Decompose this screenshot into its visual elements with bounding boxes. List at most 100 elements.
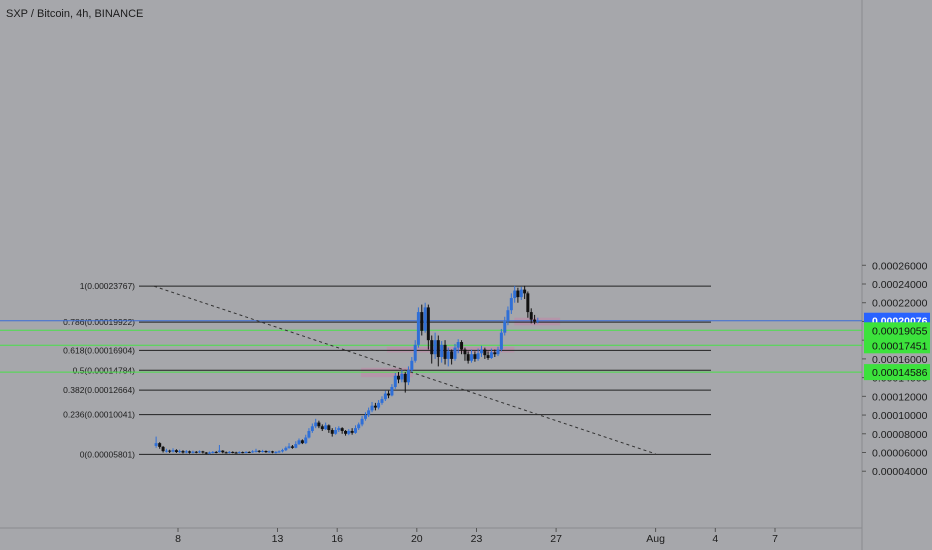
- y-tick-label: 0.00008000: [872, 429, 928, 441]
- candle-down: [483, 349, 487, 356]
- candle-up: [304, 437, 308, 444]
- candle-down: [168, 450, 172, 452]
- candle-up: [171, 450, 175, 452]
- x-tick-label: Aug: [646, 533, 665, 545]
- fib-level-label: 0.236(0.00010041): [63, 410, 135, 420]
- chart-title: SXP / Bitcoin, 4h, BINANCE: [6, 8, 144, 20]
- x-tick-label: 4: [712, 533, 718, 545]
- support-value: 0.00019055: [872, 325, 928, 337]
- candle-down: [350, 430, 354, 433]
- candle-up: [383, 393, 387, 400]
- candle-up: [261, 451, 265, 453]
- candle-up: [334, 430, 338, 434]
- candle-down: [290, 446, 294, 448]
- candle-down: [188, 451, 192, 453]
- candle-up: [357, 424, 361, 429]
- candle-down: [221, 450, 225, 453]
- candle-up: [370, 405, 374, 411]
- y-tick-label: 0.00012000: [872, 391, 928, 403]
- candle-up: [506, 310, 510, 322]
- candle-down: [460, 342, 464, 350]
- candle-down: [204, 452, 208, 454]
- candle-up: [277, 451, 281, 453]
- candle-up: [237, 452, 241, 454]
- candle-up: [363, 415, 367, 419]
- support-badge: [864, 337, 930, 354]
- candle-up: [310, 426, 314, 431]
- candle-up: [191, 451, 195, 453]
- candle-up: [433, 340, 437, 355]
- x-tick-label: 7: [772, 533, 778, 545]
- x-tick-label: 23: [471, 533, 483, 545]
- candle-up: [440, 344, 444, 358]
- candle-up: [154, 443, 158, 446]
- candle-down: [194, 451, 198, 453]
- candle-up: [470, 354, 474, 361]
- candle-up: [380, 399, 384, 403]
- y-tick-label: 0.00010000: [872, 410, 928, 422]
- candle-up: [456, 342, 460, 348]
- fib-level-label: 0.618(0.00016904): [63, 345, 135, 355]
- fib-level-label: 1(0.00023767): [80, 281, 135, 291]
- candle-down: [161, 446, 165, 452]
- candle-up: [513, 290, 517, 299]
- fib-level-label: 0.382(0.00012664): [63, 385, 135, 395]
- y-tick-label: 0.00026000: [872, 260, 928, 272]
- candle-down: [396, 375, 400, 380]
- candle-up: [207, 452, 211, 454]
- y-tick-label: 0.00016000: [872, 354, 928, 366]
- candle-down: [174, 450, 178, 453]
- candle-up: [254, 450, 258, 452]
- candle-up: [496, 349, 500, 355]
- candle-up: [227, 451, 231, 453]
- candle-down: [320, 426, 324, 430]
- candle-up: [406, 370, 410, 383]
- candle-down: [426, 307, 430, 341]
- candle-down: [247, 451, 251, 453]
- candle-up: [280, 450, 284, 452]
- candle-up: [347, 430, 351, 434]
- candle-up: [294, 444, 298, 448]
- y-tick-label: 0.00004000: [872, 466, 928, 478]
- candle-down: [271, 451, 275, 453]
- candle-down: [493, 352, 497, 355]
- candle-down: [473, 354, 477, 359]
- candle-up: [324, 425, 328, 430]
- candle-up: [184, 451, 188, 453]
- candle-down: [387, 393, 391, 396]
- candle-down: [231, 451, 235, 453]
- candle-down: [241, 452, 245, 454]
- candle-up: [244, 451, 248, 453]
- candle-down: [330, 430, 334, 434]
- candle-up: [509, 298, 513, 311]
- candle-up: [453, 347, 457, 359]
- candle-up: [178, 451, 182, 453]
- candle-down: [300, 440, 304, 444]
- candle-down: [436, 340, 440, 358]
- candle-up: [400, 373, 404, 380]
- x-tick-label: 16: [331, 533, 343, 545]
- x-tick-label: 13: [272, 533, 284, 545]
- support-badge: [864, 364, 930, 381]
- candle-up: [314, 422, 318, 427]
- candle-down: [516, 290, 520, 298]
- candle-down: [214, 451, 218, 453]
- candle-up: [274, 451, 278, 453]
- candle-down: [224, 452, 228, 454]
- candle-down: [533, 319, 537, 322]
- y-tick-label: 0.00006000: [872, 448, 928, 460]
- candle-down: [486, 355, 490, 358]
- candle-up: [377, 402, 381, 408]
- candle-down: [317, 422, 321, 427]
- candle-up: [393, 375, 397, 387]
- candle-down: [340, 428, 344, 431]
- candle-up: [251, 451, 255, 453]
- trend-line: [153, 285, 656, 455]
- candle-up: [297, 440, 301, 445]
- fib-level-label: 0(0.00005801): [80, 449, 135, 459]
- candle-up: [197, 451, 201, 453]
- fib-level-label: 0.5(0.00014784): [73, 365, 136, 375]
- x-tick-label: 8: [175, 533, 181, 545]
- candle-up: [367, 410, 371, 416]
